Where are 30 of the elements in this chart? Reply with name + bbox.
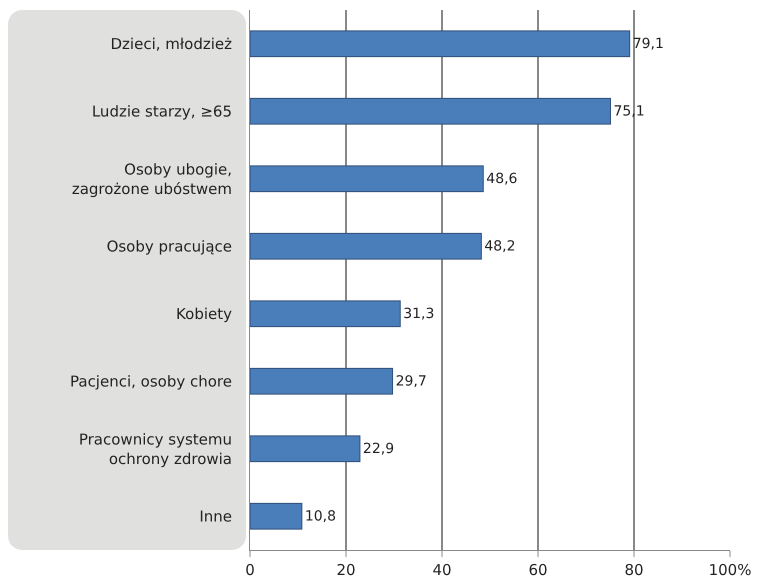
data-label: 48,6	[486, 170, 518, 187]
x-tick-label: 60	[528, 561, 548, 579]
x-tick-label: 20	[336, 561, 356, 579]
bar	[250, 502, 302, 530]
data-label: 75,1	[613, 103, 645, 120]
data-label: 22,9	[362, 440, 394, 457]
bar	[250, 98, 611, 125]
y-tick-label: Osoby pracujące	[106, 238, 232, 256]
data-label: 29,7	[396, 373, 427, 390]
bar	[250, 232, 482, 260]
y-tick-label: Pracownicy systemu ochrony zdrowia	[78, 430, 232, 468]
bar	[250, 368, 394, 395]
y-tick-label: Osoby ubogie, zagrożone ubóstwem	[72, 160, 232, 198]
bar	[250, 165, 484, 192]
y-tick-label: Ludzie starzy, ≥65	[92, 102, 232, 120]
bar	[250, 30, 630, 58]
x-tick-label: 40	[432, 561, 452, 579]
y-tick-label: Dzieci, młodzież	[110, 35, 232, 53]
bar	[250, 435, 360, 462]
x-tick-label: 100%	[708, 561, 752, 579]
y-tick-label: Inne	[199, 508, 232, 526]
y-tick-label: Kobiety	[176, 305, 232, 323]
data-label: 31,3	[403, 306, 434, 322]
bar	[250, 300, 401, 328]
data-label: 10,8	[304, 508, 336, 524]
data-label: 48,2	[484, 238, 516, 254]
data-label: 79,1	[632, 36, 664, 52]
y-tick-label: Pacjenci, osoby chore	[70, 372, 232, 390]
x-tick-label: 0	[245, 561, 255, 579]
x-tick-label: 80	[624, 561, 644, 579]
